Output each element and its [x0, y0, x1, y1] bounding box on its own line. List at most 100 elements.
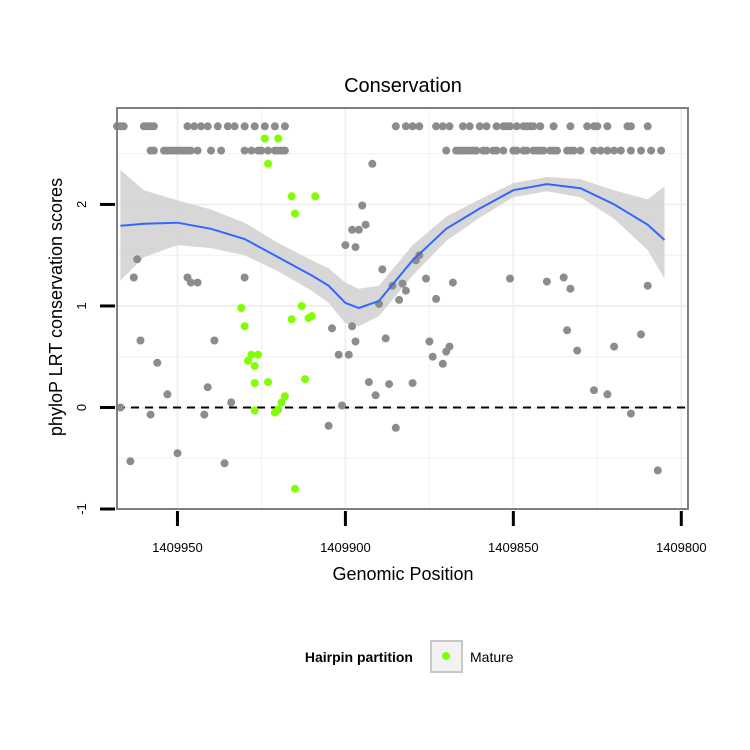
data-point	[445, 342, 454, 351]
data-point	[401, 122, 410, 131]
data-point	[280, 122, 289, 131]
data-point	[506, 274, 514, 283]
data-point	[146, 410, 155, 419]
x-axis: 1409950 1409900 1409850 1409800	[152, 511, 707, 555]
data-point	[559, 273, 568, 282]
data-point	[573, 346, 582, 355]
data-point	[153, 358, 162, 367]
data-point	[492, 122, 501, 131]
data-point	[603, 390, 612, 399]
data-point	[626, 409, 635, 418]
data-point	[566, 122, 575, 131]
data-point	[220, 459, 229, 468]
data-point	[227, 398, 236, 407]
data-point	[210, 336, 219, 345]
data-point	[475, 122, 484, 131]
data-point-mature	[244, 356, 252, 365]
data-point-mature	[237, 304, 246, 312]
data-point-mature	[250, 406, 259, 415]
data-point	[368, 159, 377, 168]
data-point	[422, 274, 430, 283]
data-point	[280, 146, 289, 155]
data-point	[149, 146, 158, 155]
data-point	[324, 421, 333, 430]
data-point-mature	[280, 392, 289, 401]
plot-border	[116, 107, 689, 510]
data-point	[230, 122, 239, 131]
chart-title: Conservation	[344, 75, 462, 97]
data-point	[472, 146, 481, 155]
data-point	[203, 383, 212, 392]
data-point	[173, 449, 182, 458]
data-point	[512, 146, 521, 155]
data-point	[438, 359, 447, 368]
data-point	[398, 279, 407, 288]
data-point-mature	[264, 378, 273, 387]
data-point	[371, 391, 380, 400]
data-point-mature	[297, 302, 306, 310]
data-point	[126, 457, 135, 466]
x-tick-label: 1409800	[656, 540, 707, 555]
data-point	[442, 146, 451, 155]
data-point-mature	[250, 379, 259, 388]
data-point	[657, 146, 666, 155]
data-point	[401, 286, 410, 295]
data-point-mature	[270, 408, 279, 417]
data-point-mature	[247, 350, 256, 359]
legend: Hairpin partition Mature	[305, 640, 514, 673]
data-point	[197, 122, 205, 131]
data-point	[459, 122, 467, 131]
data-point	[193, 146, 202, 155]
data-point	[549, 122, 558, 131]
data-point	[217, 146, 226, 155]
data-point	[626, 122, 635, 131]
data-point	[432, 294, 441, 303]
data-point	[334, 350, 343, 359]
data-point	[465, 122, 474, 131]
data-point	[616, 146, 625, 155]
data-point-mature	[260, 134, 269, 143]
y-tick-label: 1	[74, 302, 89, 309]
data-point-mature	[254, 350, 263, 359]
data-point	[358, 201, 367, 210]
data-point	[395, 295, 404, 304]
x-tick-label: 1409900	[320, 540, 371, 555]
data-point	[610, 342, 619, 351]
data-point	[207, 146, 215, 155]
data-point	[445, 122, 454, 131]
data-point	[136, 336, 145, 345]
data-point-mature	[274, 134, 283, 143]
data-point	[344, 350, 353, 359]
data-point	[351, 337, 360, 346]
legend-key-mature	[442, 652, 450, 660]
data-point	[643, 122, 652, 131]
data-point	[391, 423, 400, 432]
confidence-band	[120, 169, 665, 327]
data-point	[351, 243, 360, 252]
data-point-mature	[311, 192, 320, 201]
y-tick-label: 2	[74, 201, 89, 208]
data-point	[163, 390, 172, 399]
data-point	[590, 386, 598, 395]
data-point	[381, 334, 390, 343]
data-point	[116, 403, 125, 412]
data-point	[338, 401, 346, 410]
data-point	[590, 146, 598, 155]
data-point	[499, 146, 508, 155]
data-point	[593, 122, 602, 131]
data-point-mature	[277, 398, 286, 407]
data-point-mature	[291, 209, 299, 218]
data-point	[596, 146, 605, 155]
data-point	[512, 122, 521, 131]
data-point	[186, 146, 195, 155]
data-point	[643, 281, 652, 290]
data-point	[448, 278, 457, 287]
data-point	[428, 352, 437, 361]
data-point	[529, 122, 538, 131]
data-point	[536, 122, 545, 131]
data-point-mature	[291, 484, 299, 493]
data-point-mature	[287, 192, 296, 201]
data-point	[364, 378, 373, 387]
data-point	[385, 380, 394, 389]
data-point	[183, 122, 192, 131]
